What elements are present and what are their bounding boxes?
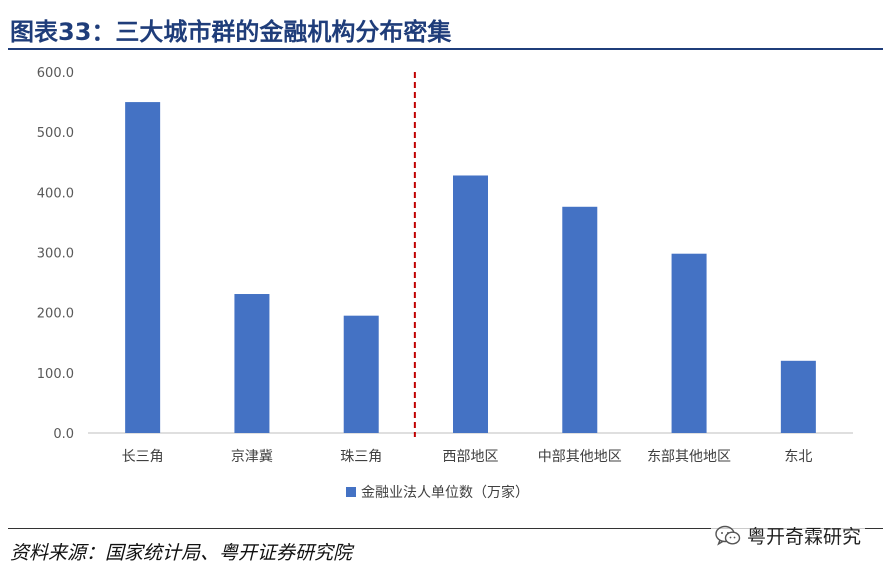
y-tick-label: 0.0 <box>53 427 74 442</box>
y-tick-label: 100.0 <box>37 367 74 382</box>
legend-swatch <box>346 487 356 497</box>
y-tick-label: 400.0 <box>37 186 74 201</box>
bar <box>453 175 488 433</box>
wechat-icon <box>715 525 741 546</box>
x-category-label: 长三角 <box>122 449 164 465</box>
legend-label: 金融业法人单位数（万家） <box>361 484 529 501</box>
watermark: 粤开奇霖研究 <box>710 522 865 549</box>
x-category-label: 珠三角 <box>340 449 382 465</box>
legend: 金融业法人单位数（万家） <box>346 484 529 501</box>
x-category-label: 中部其他地区 <box>538 449 622 465</box>
bar <box>125 102 161 433</box>
watermark-text: 粤开奇霖研究 <box>746 526 861 548</box>
x-axis-category-labels: 长三角 京津冀 珠三角 西部地区 中部其他地区 东部其他地区 东北 <box>122 449 813 465</box>
y-tick-label: 200.0 <box>37 307 74 322</box>
bar-chart: 0.0 100.0 200.0 300.0 400.0 500.0 600.0 长三角 京津冀… <box>37 66 853 501</box>
y-axis-ticks: 0.0 100.0 200.0 300.0 400.0 500.0 600.0 <box>37 66 74 442</box>
bar <box>562 206 598 433</box>
bar <box>234 294 270 433</box>
title-underline <box>8 48 883 50</box>
bar-series <box>125 102 816 433</box>
x-category-label: 京津冀 <box>231 449 273 465</box>
y-tick-label: 300.0 <box>37 247 74 262</box>
x-category-label: 东北 <box>784 449 812 465</box>
source-note: 资料来源：国家统计局、粤开证券研究院 <box>10 542 353 564</box>
y-tick-label: 500.0 <box>37 126 74 141</box>
y-tick-label: 600.0 <box>37 66 74 81</box>
chart-title: 图表33：三大城市群的金融机构分布密集 <box>10 18 452 46</box>
footer-divider <box>8 528 883 529</box>
x-category-label: 东部其他地区 <box>647 449 731 465</box>
bar <box>343 315 379 433</box>
bar <box>780 360 816 433</box>
x-category-label: 西部地区 <box>443 449 499 465</box>
bar <box>671 253 707 433</box>
